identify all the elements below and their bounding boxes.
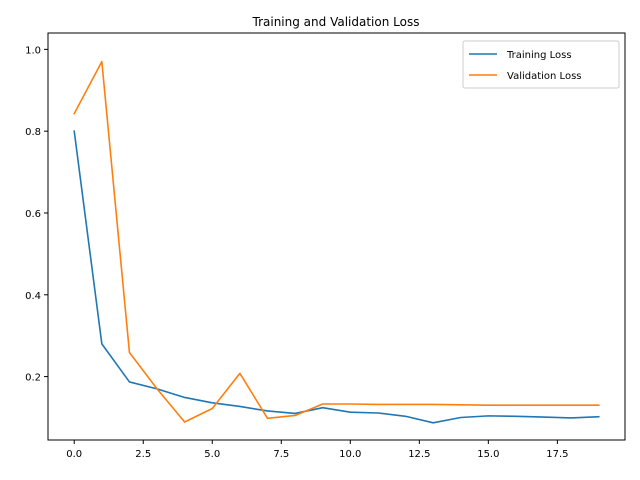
y-tick-label: 0.8 bbox=[25, 127, 41, 138]
legend-label-training-loss: Training Loss bbox=[506, 50, 572, 61]
y-tick-label: 0.6 bbox=[25, 209, 41, 220]
x-tick-label: 0.0 bbox=[66, 449, 82, 460]
x-tick-label: 5.0 bbox=[204, 449, 220, 460]
legend-box bbox=[462, 40, 620, 89]
chart-title: Training and Validation Loss bbox=[252, 15, 420, 29]
y-tick-label: 0.2 bbox=[25, 373, 41, 384]
series-layer bbox=[73, 60, 600, 424]
x-tick-label: 17.5 bbox=[546, 449, 568, 460]
legend-label-validation-loss: Validation Loss bbox=[507, 71, 582, 82]
y-tick-label: 1.0 bbox=[25, 45, 41, 56]
y-tick-label: 0.4 bbox=[25, 291, 41, 302]
x-tick-label: 10.0 bbox=[339, 449, 361, 460]
x-tick-label: 15.0 bbox=[477, 449, 499, 460]
x-tick-label: 12.5 bbox=[408, 449, 430, 460]
x-tick-label: 7.5 bbox=[273, 449, 289, 460]
legend: Training Loss Validation Loss bbox=[462, 40, 620, 89]
series-line-validation-loss bbox=[73, 60, 600, 423]
x-tick-label: 2.5 bbox=[135, 449, 151, 460]
series-line-training-loss bbox=[73, 130, 600, 424]
axes-layer: 0.0 2.5 5.0 7.5 10.0 12.5 15.0 17.5 0.2 0.4 0.6 0.8… bbox=[25, 32, 626, 460]
plot-frame bbox=[47, 32, 626, 441]
